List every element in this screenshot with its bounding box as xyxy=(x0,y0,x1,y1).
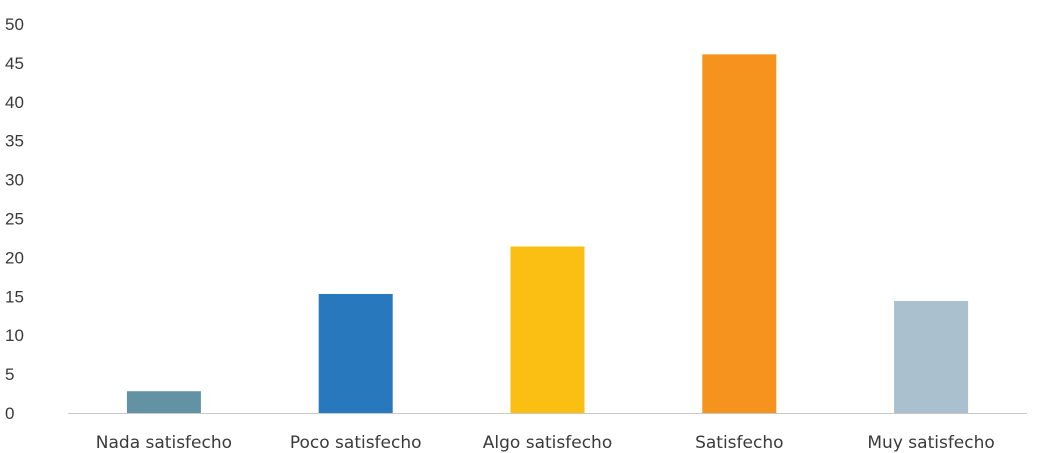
bar-muy-satisfecho xyxy=(894,300,969,413)
x-tick-label: Algo satisfecho xyxy=(483,433,612,453)
y-tick-label: 40 xyxy=(5,93,24,112)
x-tick-label: Nada satisfecho xyxy=(96,433,232,453)
bar-algo-satisfecho xyxy=(510,246,585,413)
y-tick-label: 5 xyxy=(5,365,14,384)
bar-poco-satisfecho xyxy=(318,293,393,413)
y-tick-label: 30 xyxy=(5,171,24,190)
x-tick-label: Poco satisfecho xyxy=(290,433,422,453)
bar-nada-satisfecho xyxy=(126,391,201,413)
bar-satisfecho xyxy=(702,54,777,413)
y-axis-ticks: 0 5 10 15 20 25 30 35 40 45 50 xyxy=(5,15,24,423)
y-tick-label: 15 xyxy=(5,287,24,306)
y-tick-label: 35 xyxy=(5,132,24,151)
y-tick-label: 10 xyxy=(5,326,24,345)
y-tick-label: 50 xyxy=(5,15,24,34)
x-tick-label: Muy satisfecho xyxy=(867,433,994,453)
y-tick-label: 20 xyxy=(5,248,24,267)
y-tick-label: 45 xyxy=(5,54,24,73)
x-tick-label: Satisfecho xyxy=(695,433,783,453)
y-tick-label: 0 xyxy=(5,404,14,423)
x-axis-labels: Nada satisfecho Poco satisfecho Algo satis… xyxy=(96,433,995,453)
bars-group xyxy=(126,54,969,413)
y-tick-label: 25 xyxy=(5,210,24,229)
